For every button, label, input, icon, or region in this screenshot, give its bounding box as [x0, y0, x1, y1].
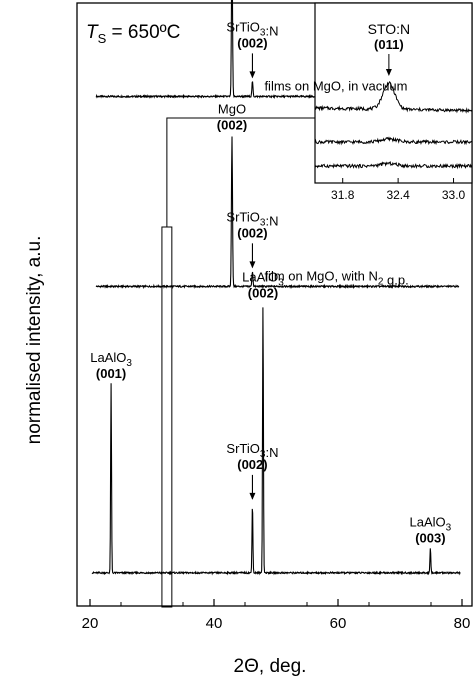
peak-label: LaAlO3 — [90, 350, 132, 369]
peak-label: SrTiO3:N — [226, 441, 278, 460]
peak-label: SrTiO3:N — [226, 19, 278, 38]
inset-peak-label: STO:N — [368, 21, 411, 37]
peak-arrow-head — [249, 492, 256, 500]
inset-connector — [166, 117, 315, 227]
peak-miller-index: (002) — [217, 118, 247, 133]
spectrum-line — [91, 307, 461, 576]
inset-peak-miller-index: (011) — [374, 37, 404, 52]
peak-arrow-head — [249, 71, 256, 79]
y-axis-title: normalised intensity, a.u. — [24, 236, 45, 445]
inset-tick-label: 32.4 — [386, 188, 410, 202]
peak-label: LaAlO3 — [242, 270, 284, 289]
peak-miller-index: (002) — [237, 457, 267, 472]
highlight-box — [161, 226, 173, 608]
x-tick-label: 80 — [454, 615, 471, 632]
x-tick-label: 40 — [206, 615, 223, 632]
inset-spectrum-line — [314, 80, 473, 114]
series-label: film on MgO, with N2 g.p. — [264, 268, 408, 287]
x-axis-title: 2Θ, deg. — [234, 656, 307, 677]
peak-label: LaAlO3 — [410, 514, 452, 533]
inset-peak-arrow-head — [385, 69, 392, 76]
inset-spectrum-line — [314, 161, 473, 170]
x-tick-label: 60 — [330, 615, 347, 632]
peak-label: MgO — [218, 102, 246, 117]
peak-label: SrTiO3:N — [226, 209, 278, 228]
inset-spectrum-line — [314, 136, 473, 146]
condition-label: TS = 650ºC — [86, 22, 180, 46]
series-label: films on MgO, in vacuum — [264, 78, 407, 93]
peak-miller-index: (002) — [237, 225, 267, 240]
peak-arrow-head — [249, 261, 256, 269]
x-tick-label: 20 — [82, 615, 99, 632]
peak-miller-index: (002) — [248, 286, 278, 301]
spectrum-line — [95, 136, 460, 290]
peak-miller-index: (002) — [237, 35, 267, 50]
inset-tick-label: 31.8 — [331, 188, 355, 202]
inset-tick-label: 33.0 — [442, 188, 466, 202]
plot-frame — [76, 2, 473, 607]
peak-miller-index: (003) — [415, 530, 445, 545]
inset-frame — [314, 2, 473, 184]
peak-miller-index: (001) — [96, 366, 126, 381]
